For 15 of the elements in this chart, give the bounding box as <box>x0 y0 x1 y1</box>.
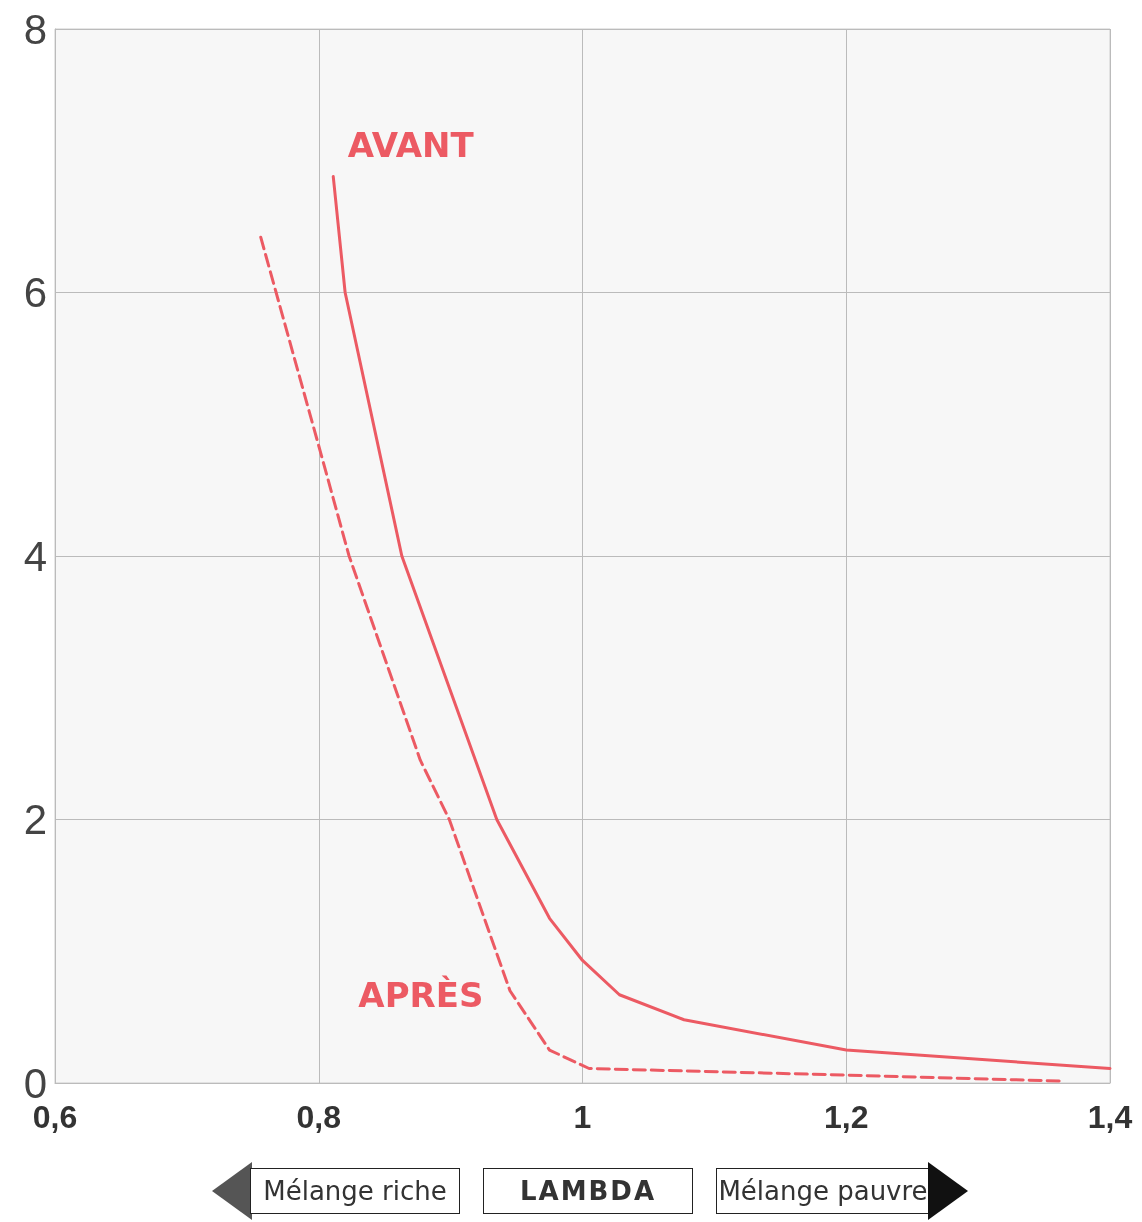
x-tick-label: 0,8 <box>296 1099 341 1135</box>
x-tick-label: 1,4 <box>1087 1099 1133 1135</box>
line-series <box>331 175 1112 1071</box>
text: Mélange riche <box>250 1168 460 1214</box>
x-tick-label: 1 <box>573 1099 592 1135</box>
y-tick-label: 4 <box>23 532 47 580</box>
series-label: APRÈS <box>358 974 484 1015</box>
x-tick-label: 1,2 <box>824 1099 869 1135</box>
y-tick-label: 6 <box>23 269 47 316</box>
y-tick-label: 2 <box>23 796 47 843</box>
x-axis-title: LAMBDA <box>483 1168 693 1214</box>
series-label: AVANT <box>347 124 475 165</box>
line-series <box>259 235 1062 1083</box>
y-tick-label: 8 <box>23 5 47 53</box>
text: Mélange pauvre <box>716 1168 930 1214</box>
